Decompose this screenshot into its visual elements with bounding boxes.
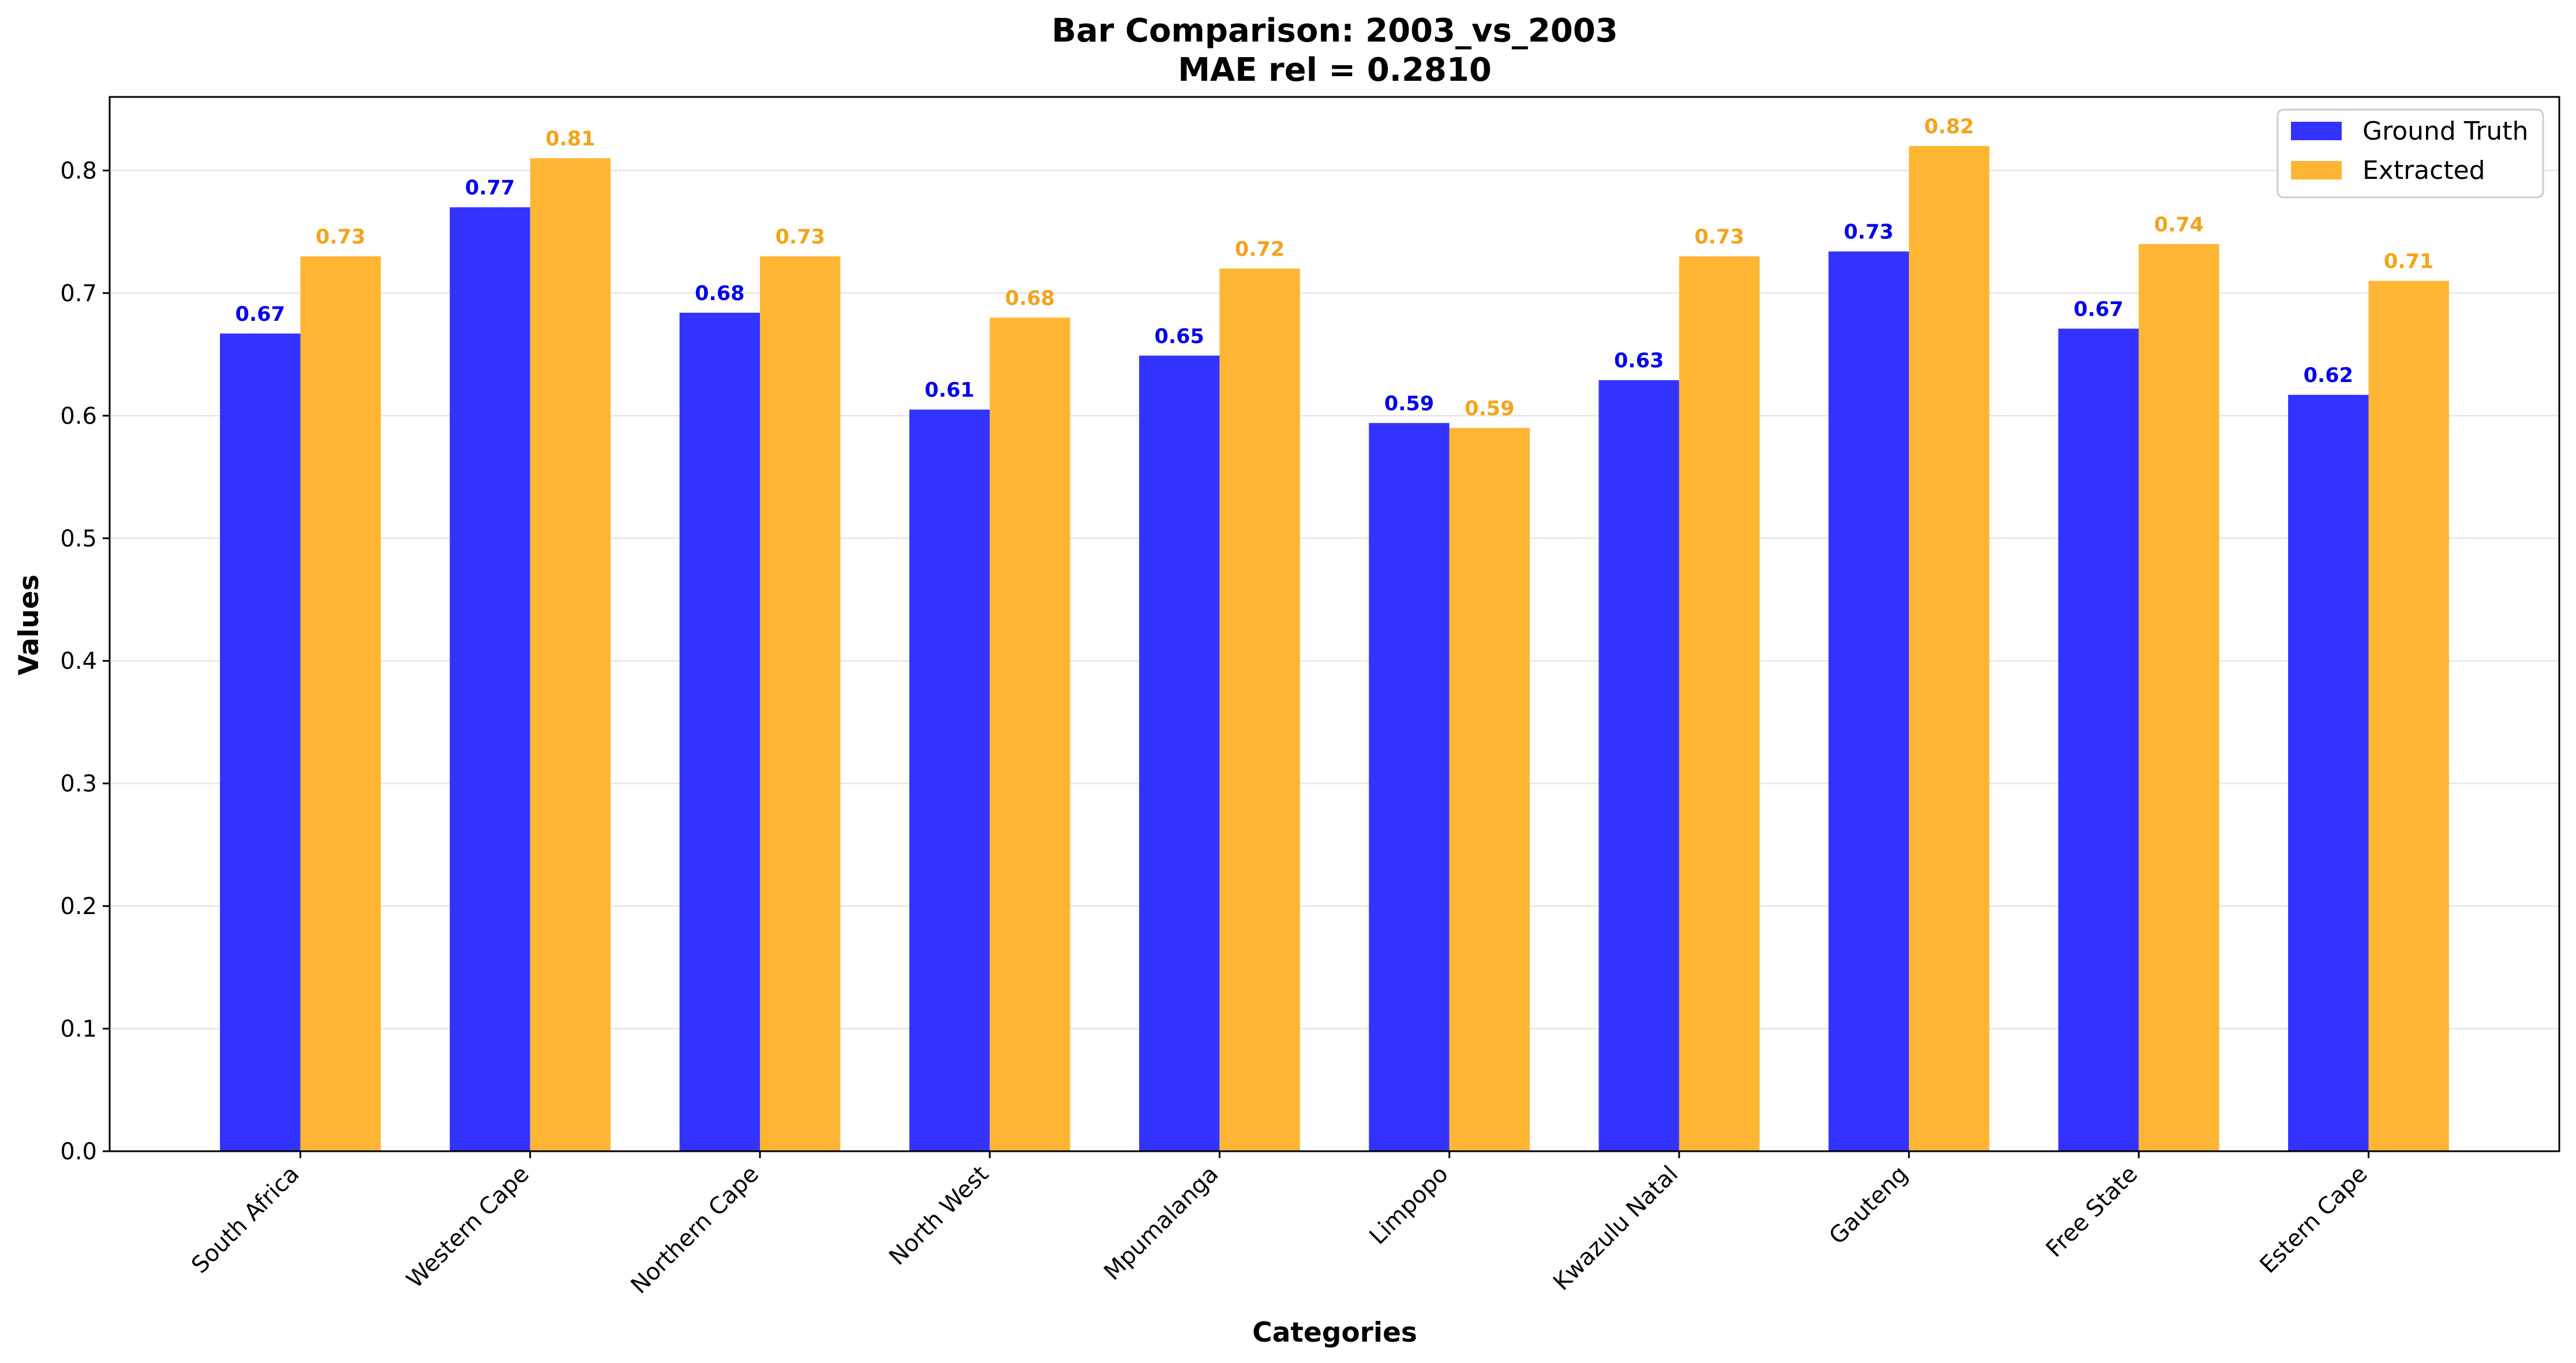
plot-frame (108, 96, 2560, 1152)
value-label-ground-truth: 0.67 (2073, 298, 2123, 321)
legend-label-ground-truth: Ground Truth (2362, 117, 2528, 146)
bar-extracted (300, 256, 381, 1151)
bar-extracted (1909, 145, 1990, 1151)
bar-extracted (2368, 280, 2449, 1151)
value-label-extracted: 0.73 (1694, 226, 1744, 249)
x-tick-label: Western Cape (402, 1161, 534, 1294)
y-axis-label: Values (13, 575, 45, 676)
bar-ground-truth (1139, 355, 1220, 1151)
value-label-extracted: 0.59 (1465, 398, 1514, 421)
value-label-ground-truth: 0.77 (465, 177, 515, 200)
value-label-ground-truth: 0.61 (924, 379, 974, 402)
bar-ground-truth (2058, 328, 2139, 1151)
bars (220, 145, 2449, 1152)
bar-ground-truth (679, 312, 760, 1151)
value-label-extracted: 0.71 (2384, 250, 2433, 274)
bar-extracted (1219, 268, 1300, 1152)
bar-ground-truth (220, 334, 301, 1151)
bar-extracted (530, 158, 611, 1151)
x-tick-label: Estern Cape (2255, 1161, 2372, 1279)
value-label-ground-truth: 0.68 (695, 282, 744, 305)
y-tick-label: 0.0 (60, 1139, 97, 1165)
value-label-extracted: 0.72 (1235, 238, 1285, 261)
x-axis-label: Categories (1252, 1317, 1417, 1349)
bar-extracted (1449, 428, 1530, 1151)
bar-extracted (1679, 256, 1760, 1151)
value-label-extracted: 0.68 (1005, 287, 1055, 310)
value-label-ground-truth: 0.65 (1155, 325, 1204, 348)
x-tick-label: North West (884, 1161, 994, 1271)
y-tick-label: 0.4 (60, 648, 97, 675)
value-label-ground-truth: 0.59 (1384, 392, 1434, 415)
bar-ground-truth (1369, 423, 1450, 1151)
legend-swatch-ground-truth (2291, 122, 2342, 140)
value-label-extracted: 0.82 (1924, 115, 1974, 138)
value-label-ground-truth: 0.73 (1844, 221, 1893, 244)
y-tick-label: 0.1 (60, 1016, 97, 1043)
y-tick-label: 0.6 (60, 403, 97, 429)
x-tick-label: Kwazulu Natal (1548, 1161, 1683, 1296)
x-tick-label: Gauteng (1824, 1161, 1913, 1250)
x-tick-label: South Africa (186, 1161, 304, 1279)
value-labels: 0.67 0.77 0.68 0.61 0.65 0.59 0.63 0.73 0.67 0.62… (235, 115, 2434, 421)
value-label-extracted: 0.81 (545, 128, 595, 151)
y-tick-label: 0.8 (60, 158, 97, 184)
bar-extracted (2139, 244, 2219, 1152)
chart-title: Bar Comparison: 2003_vs_2003 (1051, 12, 1618, 50)
y-tick-label: 0.3 (60, 771, 97, 797)
x-tick-label: Mpumalanga (1099, 1161, 1223, 1286)
bar-ground-truth (1598, 380, 1679, 1151)
y-tick-label: 0.2 (60, 893, 97, 920)
bar-extracted (759, 256, 841, 1151)
value-label-ground-truth: 0.62 (2304, 364, 2353, 387)
y-tick-label: 0.5 (60, 526, 97, 552)
bar-extracted (990, 317, 1070, 1152)
x-tick-label: Free State (2041, 1161, 2143, 1263)
y-tick-label: 0.7 (60, 280, 97, 307)
x-tick-label: Northern Cape (626, 1161, 765, 1300)
value-label-ground-truth: 0.63 (1614, 350, 1664, 373)
legend: Ground Truth Extracted (2277, 108, 2544, 199)
legend-swatch-extracted (2291, 161, 2342, 179)
bar-ground-truth (450, 207, 530, 1152)
value-label-extracted: 0.73 (775, 226, 825, 249)
chart-subtitle: MAE rel = 0.2810 (1178, 51, 1492, 89)
value-label-ground-truth: 0.67 (235, 303, 285, 326)
legend-label-extracted: Extracted (2362, 156, 2485, 185)
bar-ground-truth (1828, 251, 1909, 1151)
bar-ground-truth (2288, 395, 2369, 1152)
value-label-extracted: 0.73 (316, 226, 365, 249)
x-tick-label: Limpopo (1364, 1161, 1453, 1250)
legend-box (2277, 108, 2544, 199)
bar-ground-truth (909, 409, 990, 1151)
value-label-extracted: 0.74 (2154, 214, 2204, 237)
